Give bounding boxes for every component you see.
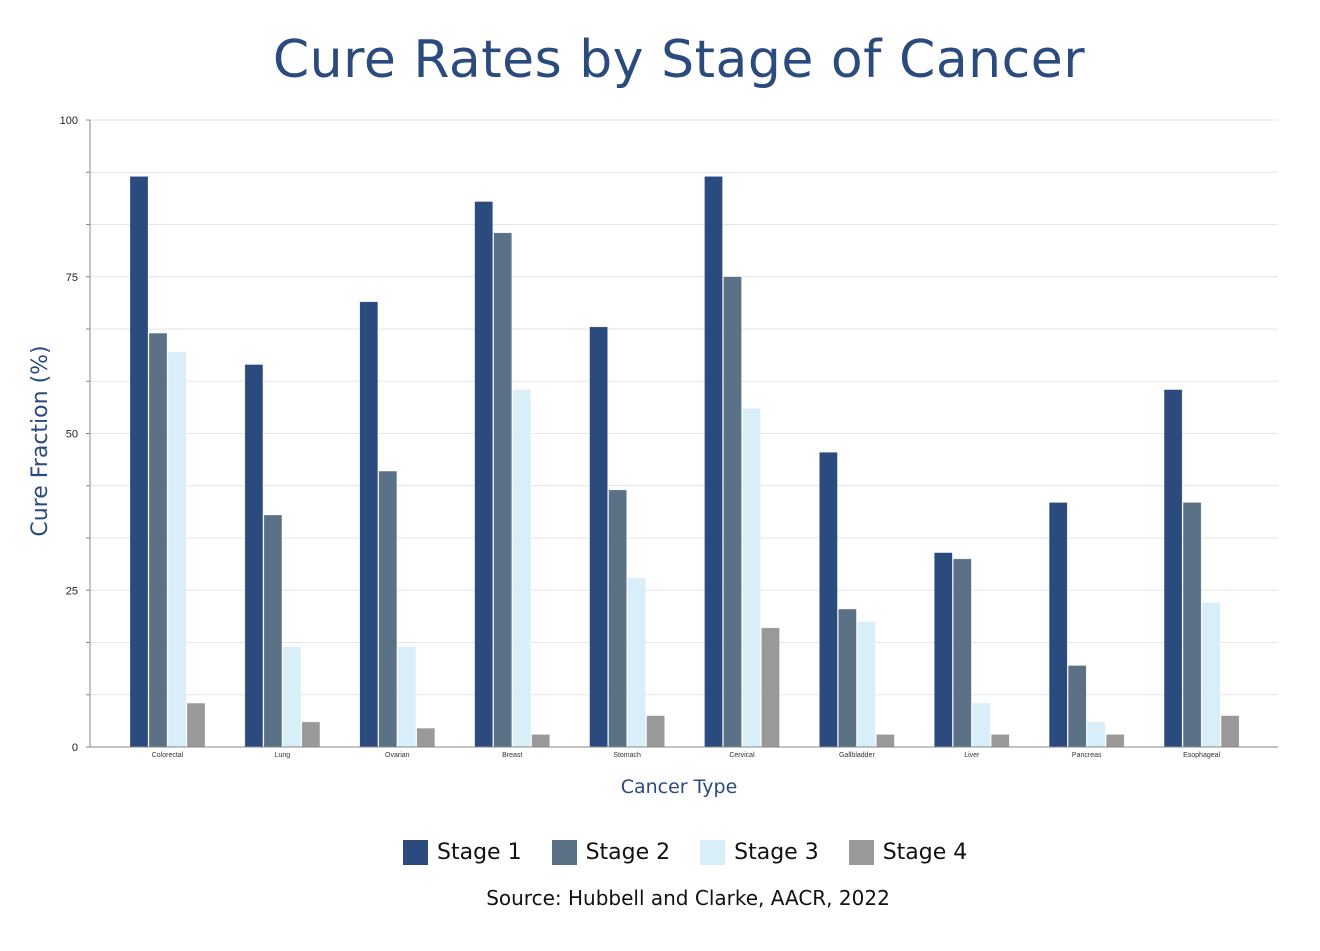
bar-stage-2-liver — [953, 558, 972, 748]
x-axis-label: Cancer Type — [621, 776, 738, 798]
y-tick-label: 0 — [72, 742, 78, 754]
bar-stage-1-gallbladder — [819, 452, 838, 748]
bar-stage-3-ovarian — [397, 646, 417, 748]
bar-stage-2-stomach — [608, 489, 627, 748]
bar-stage-2-ovarian — [378, 470, 398, 748]
bar-stage-2-cervical — [723, 276, 742, 748]
bar-stage-4-gallbladder — [876, 734, 895, 748]
x-tick-label: Lung — [275, 752, 291, 759]
legend: Stage 1 Stage 2 Stage 3 Stage 4 — [403, 840, 997, 865]
bar-stage-1-liver — [934, 552, 953, 748]
bar-stage-2-pancreas — [1067, 665, 1087, 748]
bar-stage-2-lung — [263, 514, 283, 748]
bar-stage-2-colorectal — [148, 332, 168, 748]
bar-stage-1-breast — [474, 201, 493, 748]
bar-stage-2-gallbladder — [838, 608, 857, 748]
x-tick-label: Esophageal — [1183, 752, 1220, 759]
x-tick-label: Ovarian — [385, 752, 410, 759]
bar-stage-2-breast — [493, 232, 512, 748]
legend-label: Stage 4 — [882, 840, 968, 865]
y-tick-label: 75 — [66, 272, 78, 284]
legend-item: Stage 2 — [551, 840, 671, 865]
bar-stage-3-liver — [972, 702, 991, 748]
x-axis: Colorectal Lung Ovarian Breast Stomach Cervic… — [90, 746, 1278, 759]
bars — [129, 176, 1240, 748]
legend-item: Stage 1 — [403, 840, 522, 865]
x-tick-label: Colorectal — [152, 752, 184, 759]
x-tick-label: Pancreas — [1072, 752, 1102, 759]
x-tick-label: Cervical — [729, 752, 755, 759]
gridlines — [90, 119, 1278, 696]
legend-item: Stage 3 — [700, 840, 819, 865]
bar-stage-3-gallbladder — [857, 621, 876, 748]
x-tick-label: Gallbladder — [839, 752, 875, 759]
bar-stage-3-colorectal — [167, 351, 187, 748]
bar-stage-3-pancreas — [1086, 721, 1106, 748]
bar-stage-1-colorectal — [129, 176, 149, 748]
bar-stage-4-lung — [301, 721, 321, 748]
x-tick-label: Stomach — [613, 752, 641, 759]
y-tick-label: 50 — [66, 429, 78, 441]
bar-stage-1-lung — [244, 364, 264, 748]
bar-stage-1-pancreas — [1048, 502, 1068, 748]
legend-swatch — [700, 840, 726, 865]
y-tick-label: 25 — [66, 585, 78, 597]
bar-stage-4-breast — [531, 734, 550, 748]
source-note: Source: Hubbell and Clarke, AACR, 2022 — [486, 886, 890, 910]
bar-stage-3-lung — [282, 646, 302, 748]
bar-stage-3-cervical — [742, 408, 761, 748]
legend-label: Stage 3 — [734, 840, 819, 865]
legend-swatch — [551, 840, 577, 865]
bar-stage-1-cervical — [704, 176, 723, 748]
y-axis: 0 25 50 75 100 — [60, 115, 91, 754]
y-tick-label: 100 — [60, 115, 78, 127]
bar-stage-4-stomach — [646, 715, 665, 748]
chart-title: Cure Rates by Stage of Cancer — [272, 30, 1086, 90]
x-tick-label: Liver — [964, 752, 980, 759]
bar-stage-4-cervical — [761, 627, 780, 748]
y-axis-label: Cure Fraction (%) — [28, 345, 53, 536]
bar-stage-1-ovarian — [359, 301, 379, 748]
bar-stage-1-esophageal — [1163, 389, 1183, 748]
legend-label: Stage 2 — [585, 840, 671, 865]
bar-stage-3-esophageal — [1201, 602, 1221, 748]
bar-stage-3-breast — [512, 389, 531, 748]
bar-stage-1-stomach — [589, 326, 608, 748]
legend-swatch — [403, 840, 428, 865]
bar-stage-2-esophageal — [1182, 502, 1202, 748]
bar-stage-4-ovarian — [416, 727, 436, 748]
bar-stage-4-colorectal — [186, 702, 206, 748]
legend-swatch — [848, 840, 874, 865]
bar-stage-4-liver — [991, 734, 1010, 748]
bar-stage-3-stomach — [627, 577, 646, 748]
legend-label: Stage 1 — [437, 840, 522, 865]
bar-stage-4-pancreas — [1105, 734, 1125, 748]
legend-item: Stage 4 — [848, 840, 968, 865]
x-tick-label: Breast — [502, 752, 522, 759]
bar-stage-4-esophageal — [1220, 715, 1240, 748]
